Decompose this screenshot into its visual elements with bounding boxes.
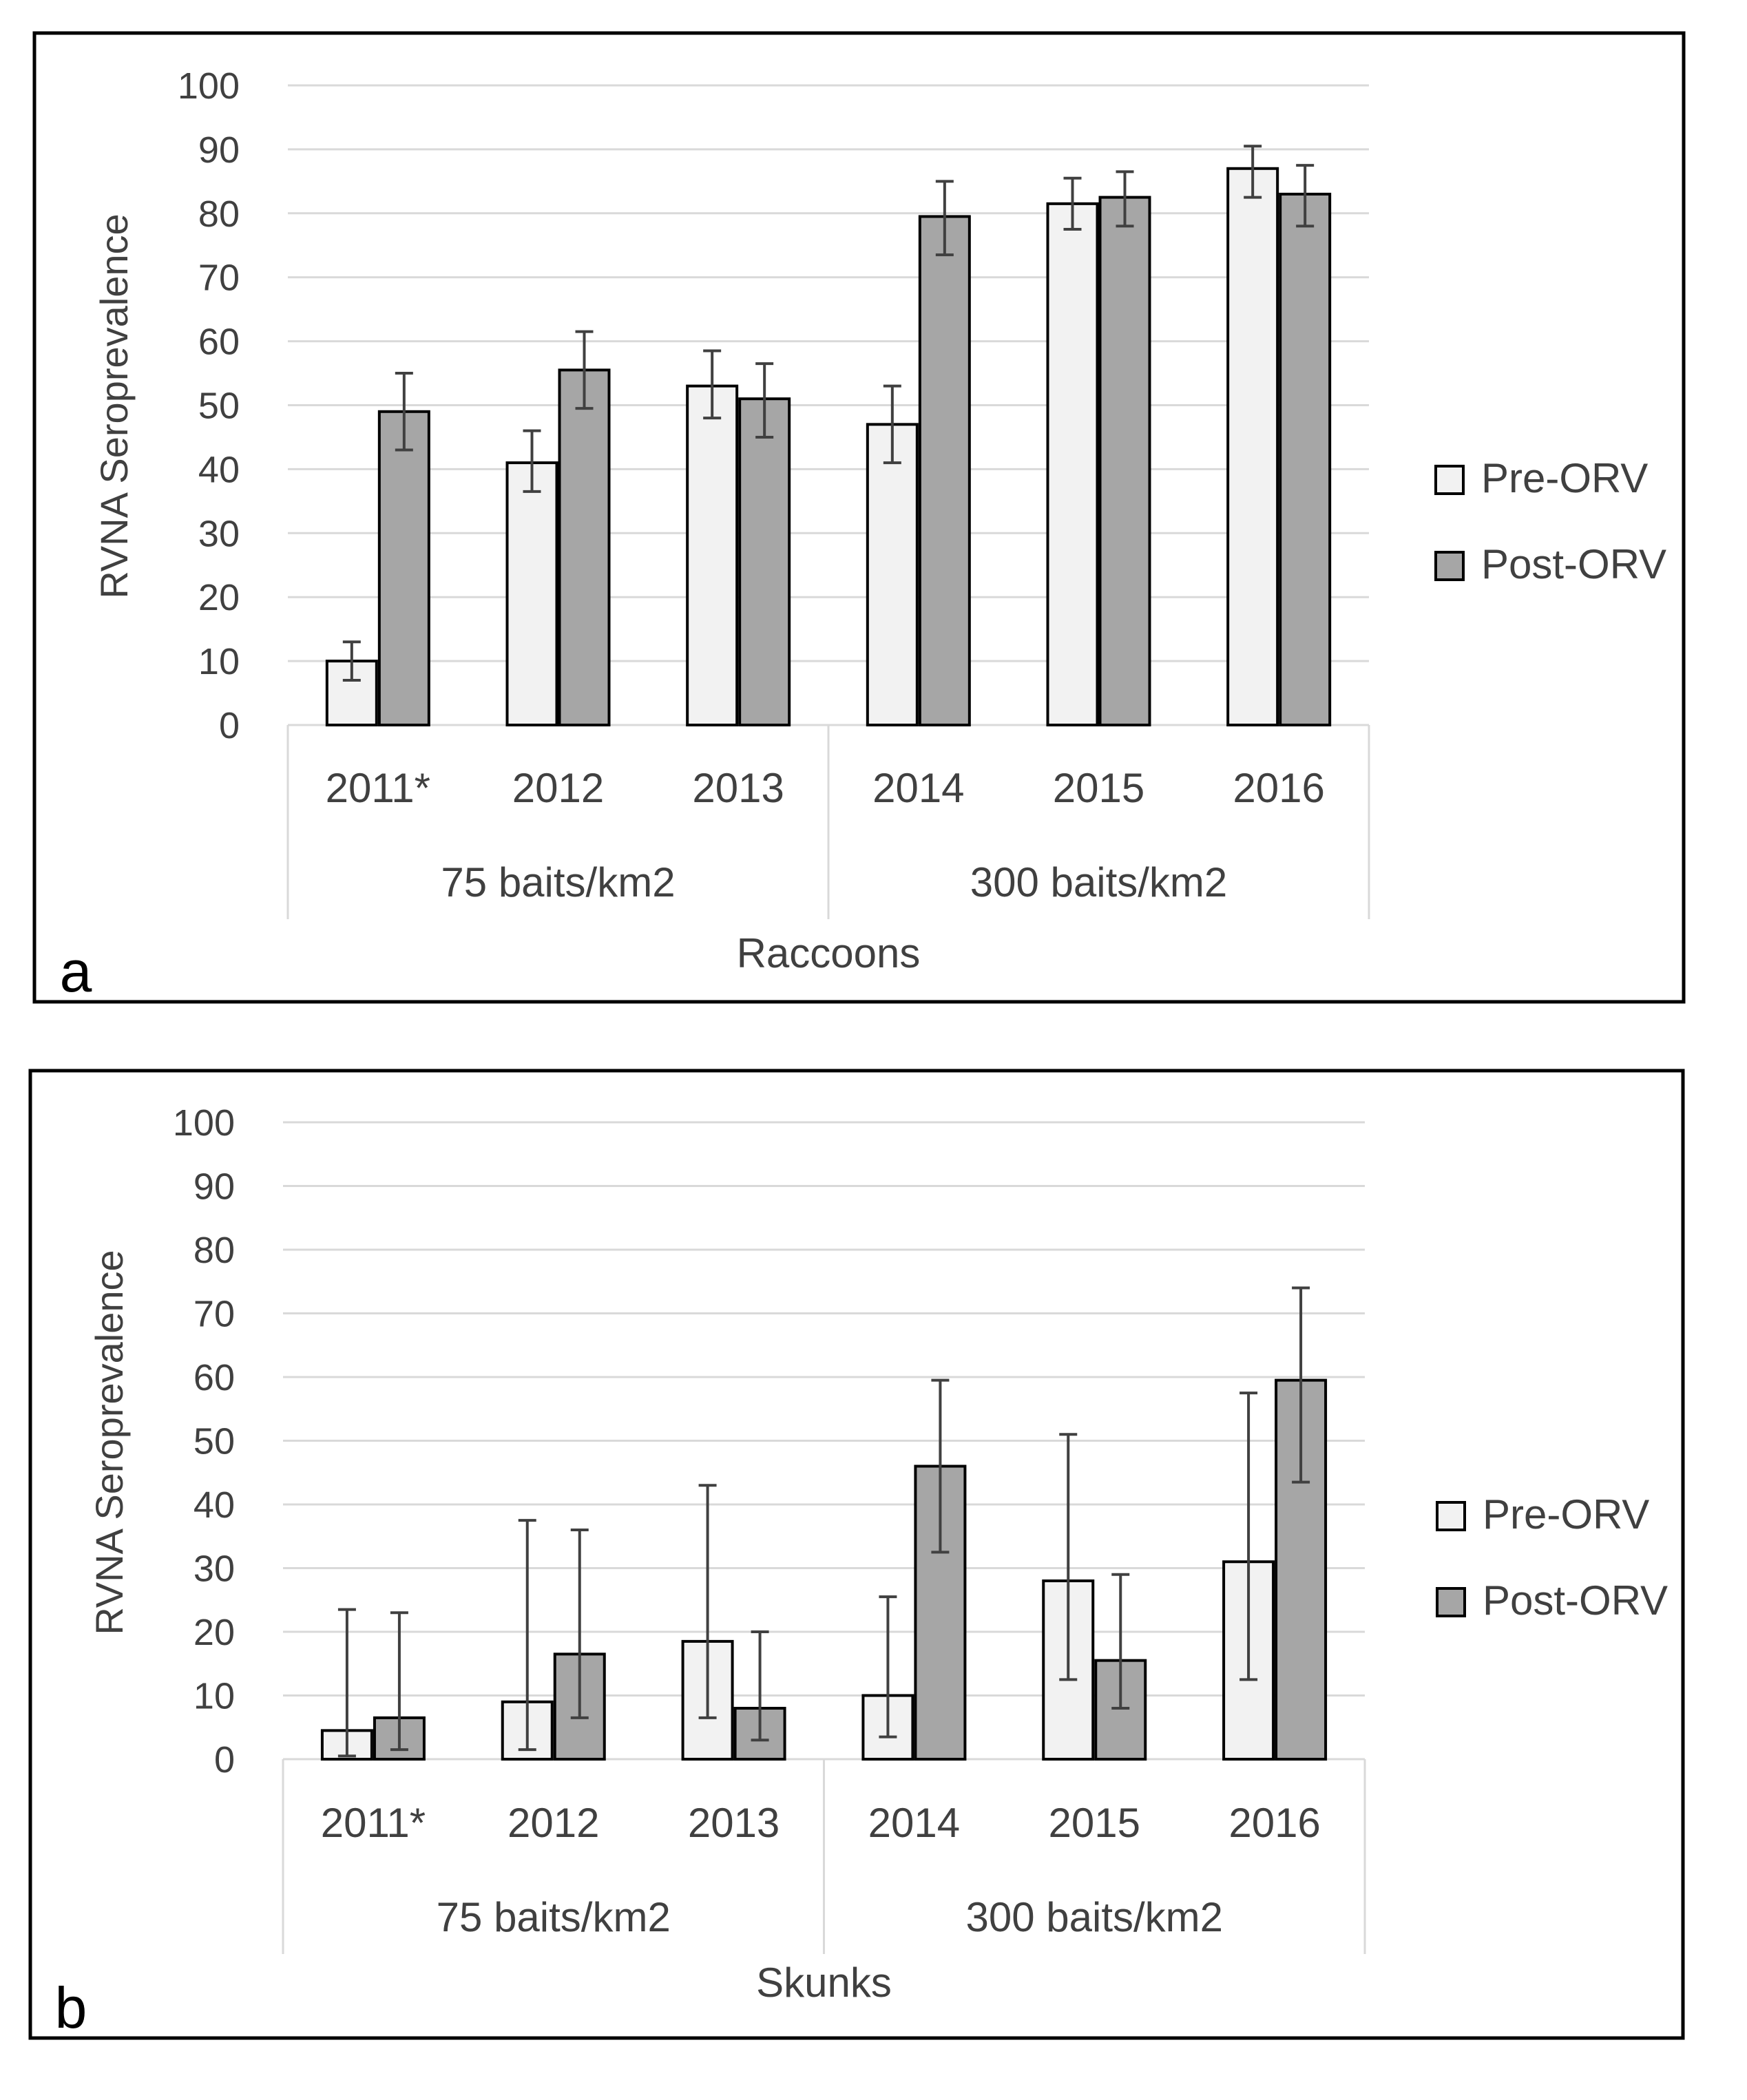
category-label: 2012 — [508, 1800, 599, 1846]
bar-pre-orv — [866, 423, 919, 726]
bar-post-orv — [1279, 192, 1332, 726]
y-tick-label: 60 — [193, 1357, 235, 1398]
y-tick-label: 100 — [173, 1102, 235, 1144]
y-tick-label: 30 — [193, 1548, 235, 1590]
y-tick-label: 10 — [193, 1676, 235, 1717]
group-label: 300 baits/km2 — [965, 1894, 1223, 1940]
y-tick-label: 10 — [198, 641, 240, 682]
category-label: 2016 — [1228, 1800, 1320, 1846]
x-axis-title: Raccoons — [737, 930, 921, 976]
y-tick-label: 40 — [193, 1484, 235, 1526]
bar-pre-orv — [686, 384, 739, 726]
y-tick-label: 20 — [193, 1612, 235, 1653]
y-tick-label: 80 — [193, 1230, 235, 1271]
bar-post-orv — [1094, 1659, 1147, 1761]
y-tick-label: 70 — [193, 1294, 235, 1335]
legend-label: Post-ORV — [1483, 1577, 1668, 1624]
legend-label: Pre-ORV — [1481, 455, 1648, 501]
y-tick-label: 80 — [198, 193, 240, 235]
legend-label: Post-ORV — [1481, 541, 1666, 587]
category-label: 2013 — [688, 1800, 780, 1846]
panel-label: a — [60, 939, 92, 1004]
category-label: 2015 — [1049, 1800, 1140, 1846]
y-axis-title: RVNA Seroprevalence — [92, 213, 136, 598]
category-label: 2014 — [868, 1800, 960, 1846]
y-tick-label: 30 — [198, 513, 240, 554]
bar-post-orv — [1275, 1378, 1328, 1761]
category-label: 2011* — [321, 1800, 426, 1846]
panel-frame — [32, 31, 1686, 1004]
category-label: 2012 — [512, 765, 604, 811]
group-label: 75 baits/km2 — [437, 1894, 671, 1940]
bar-post-orv — [918, 215, 971, 726]
y-tick-label: 90 — [198, 129, 240, 171]
y-tick-label: 0 — [214, 1739, 235, 1781]
bar-post-orv — [1098, 196, 1151, 726]
y-tick-label: 50 — [193, 1421, 235, 1462]
bar-pre-orv — [1046, 202, 1099, 726]
y-tick-label: 0 — [219, 705, 240, 746]
bar-pre-orv — [505, 461, 558, 726]
legend-swatch — [1436, 1587, 1466, 1617]
y-tick-label: 100 — [178, 65, 240, 107]
bar-pre-orv — [1226, 167, 1279, 726]
bar-post-orv — [558, 368, 611, 726]
bar-post-orv — [914, 1464, 967, 1761]
y-tick-label: 70 — [198, 258, 240, 299]
legend-swatch — [1436, 1501, 1466, 1531]
category-label: 2015 — [1053, 765, 1144, 811]
category-label: 2014 — [872, 765, 964, 811]
panel-label: b — [55, 1975, 87, 2040]
y-axis-title: RVNA Seroprevalence — [87, 1250, 131, 1635]
chart-panel-a: 0 10 20 30 40 50 60 70 80 90 100 2011* 2012 2013 2014 2… — [32, 31, 1686, 1004]
chart-panel-b: 0 10 20 30 40 50 60 70 80 90 100 2011* 2012 2013 2014 2… — [28, 1069, 1685, 2040]
category-label: 2013 — [692, 765, 784, 811]
category-label: 2016 — [1233, 765, 1324, 811]
bar-post-orv — [738, 397, 791, 727]
legend-label: Pre-ORV — [1483, 1491, 1649, 1537]
group-label: 75 baits/km2 — [441, 859, 675, 905]
group-label: 300 baits/km2 — [970, 859, 1228, 905]
y-tick-label: 40 — [198, 449, 240, 490]
x-axis-title: Skunks — [756, 1960, 892, 2006]
bar-pre-orv — [325, 660, 378, 726]
y-tick-label: 60 — [198, 322, 240, 363]
legend-swatch — [1434, 551, 1465, 581]
panel-frame — [28, 1069, 1685, 2040]
category-label: 2011* — [326, 765, 430, 811]
legend-swatch — [1434, 465, 1465, 495]
y-tick-label: 50 — [198, 386, 240, 427]
bar-post-orv — [377, 410, 430, 726]
y-tick-label: 90 — [193, 1166, 235, 1208]
y-tick-label: 20 — [198, 577, 240, 618]
